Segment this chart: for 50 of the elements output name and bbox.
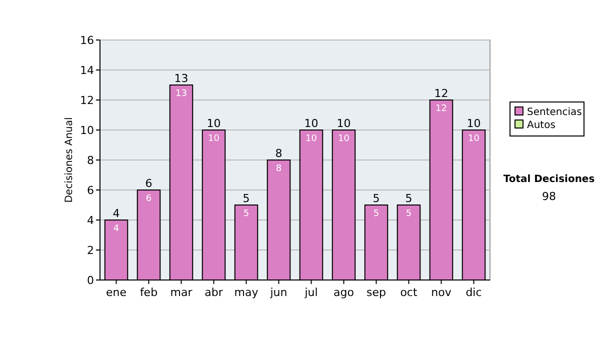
y-tick-label: 10 — [80, 124, 94, 137]
data-label: 10 — [208, 134, 220, 144]
x-tick-label: abr — [204, 286, 224, 299]
x-tick-label: may — [234, 286, 259, 299]
x-tick-label: nov — [431, 286, 452, 299]
total-label: 10 — [336, 117, 351, 130]
data-label: 8 — [276, 164, 282, 174]
total-label: 6 — [145, 177, 152, 190]
y-tick-label: 12 — [80, 94, 94, 107]
data-label: 5 — [373, 209, 380, 219]
total-label: 10 — [304, 117, 318, 130]
legend-label: Sentencias — [527, 107, 582, 118]
data-label: 10 — [338, 134, 350, 144]
y-tick-label: 6 — [87, 184, 94, 197]
data-label: 6 — [146, 194, 152, 204]
total-label: 10 — [206, 117, 221, 130]
total-label: 13 — [174, 72, 188, 85]
total-label: 5 — [372, 192, 380, 205]
data-label: 5 — [243, 209, 250, 219]
y-tick-label: 4 — [87, 214, 94, 227]
y-tick-label: 8 — [87, 154, 94, 167]
total-label: 4 — [112, 207, 120, 220]
x-tick-label: jul — [304, 286, 318, 299]
total-label: 10 — [466, 117, 481, 130]
x-tick-label: ago — [334, 286, 354, 299]
x-tick-label: sep — [366, 286, 386, 299]
text: Total Decisiones — [503, 174, 595, 185]
y-axis-title: Decisiones Anual — [64, 117, 75, 203]
total-label: 5 — [405, 192, 412, 205]
data-label: 10 — [306, 134, 318, 144]
x-tick-label: oct — [400, 286, 418, 299]
data-label: 4 — [113, 224, 120, 234]
y-tick-label: 14 — [80, 64, 94, 77]
x-tick-label: dic — [466, 286, 482, 299]
x-tick-label: mar — [170, 286, 193, 299]
y-tick-label: 0 — [87, 274, 94, 287]
x-tick-label: feb — [140, 286, 158, 299]
y-tick-label: 16 — [80, 34, 94, 47]
legend-label: Autos — [527, 120, 556, 131]
text: 98 — [542, 190, 556, 203]
total-label: 8 — [275, 147, 282, 160]
total-label: 5 — [242, 192, 250, 205]
total-label: 12 — [434, 87, 448, 100]
y-tick-label: 2 — [87, 244, 94, 257]
x-tick-label: jun — [269, 286, 288, 299]
data-label: 12 — [436, 104, 447, 114]
data-label: 13 — [176, 89, 187, 99]
x-tick-label: ene — [106, 286, 127, 299]
data-label: 10 — [468, 134, 480, 144]
data-label: 5 — [406, 209, 412, 219]
